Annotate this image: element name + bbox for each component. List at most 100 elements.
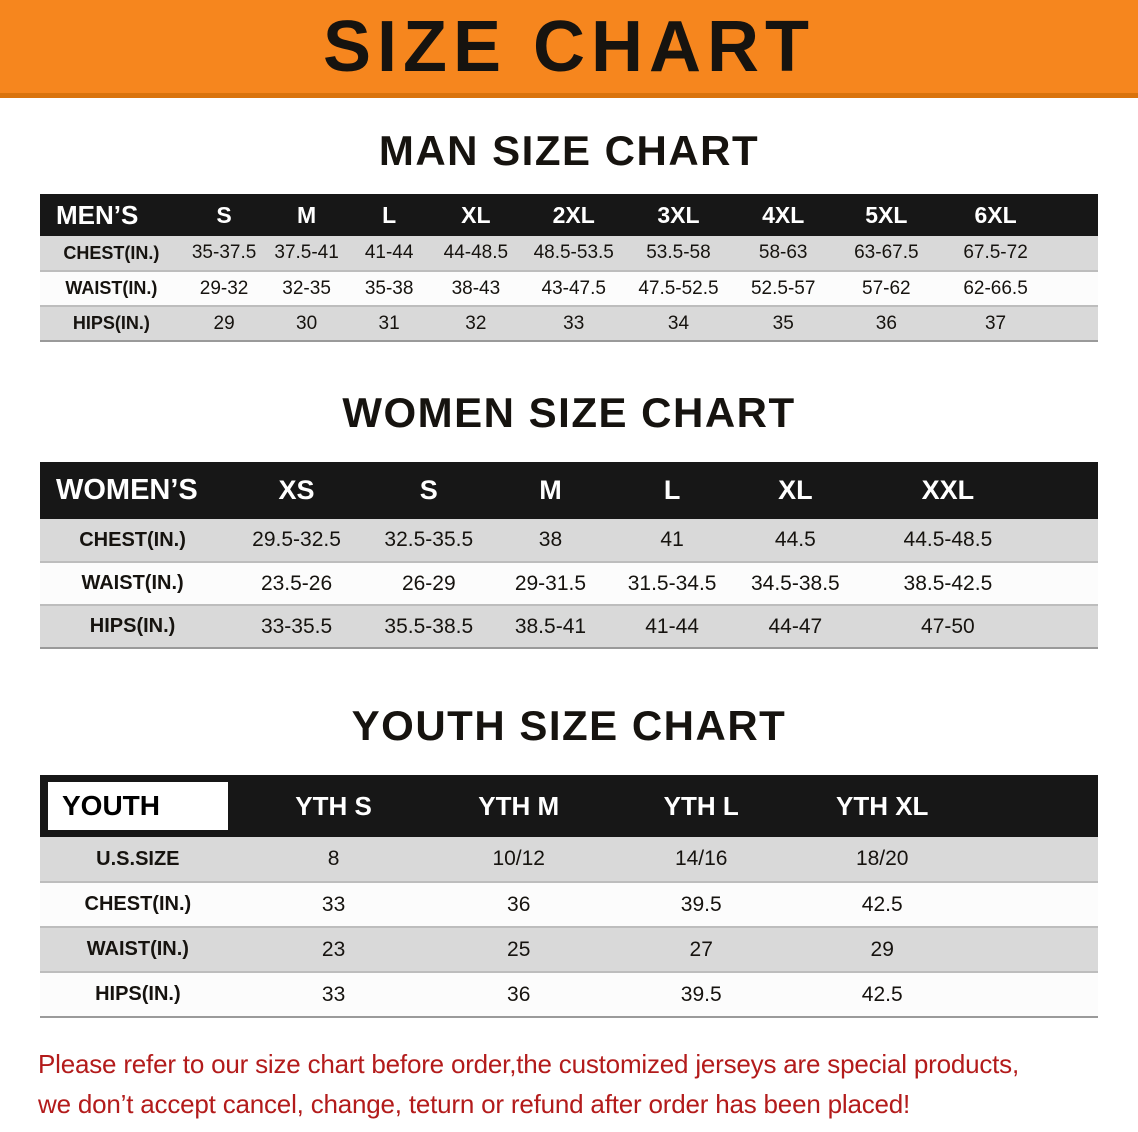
women-section-heading: WOMEN SIZE CHART: [342, 389, 796, 436]
table-cell: 41-44: [347, 236, 431, 271]
table-cell: 62-66.5: [937, 271, 1098, 306]
row-label: WAIST(IN.): [40, 271, 183, 306]
table-cell: 41-44: [611, 605, 733, 648]
women-section: WOMEN SIZE CHART WOMEN’S XS S M L XL XXL…: [0, 392, 1138, 649]
table-cell: 44-47: [732, 605, 858, 648]
table-cell: 63-67.5: [835, 236, 938, 271]
size-col-header: XS: [225, 462, 368, 519]
size-col-header: YTH XL: [796, 775, 1098, 837]
table-cell: 25: [431, 927, 606, 972]
table-cell: 36: [431, 882, 606, 927]
row-label: CHEST(IN.): [40, 519, 226, 562]
row-label: HIPS(IN.): [40, 605, 226, 648]
table-cell: 38: [489, 519, 612, 562]
table-cell: 18/20: [796, 837, 1098, 882]
row-label: CHEST(IN.): [40, 236, 183, 271]
youth-waist-row: WAIST(IN.) 23 25 27 29: [40, 927, 1098, 972]
table-cell: 34.5-38.5: [732, 562, 858, 605]
size-col-header: L: [347, 194, 431, 236]
table-cell: 33: [235, 882, 432, 927]
size-col-header: S: [182, 194, 266, 236]
table-cell: 35: [730, 306, 836, 341]
table-cell: 42.5: [796, 972, 1098, 1017]
size-col-header: L: [611, 462, 733, 519]
table-cell: 23: [235, 927, 432, 972]
table-cell: 29.5-32.5: [225, 519, 368, 562]
table-cell: 41: [611, 519, 733, 562]
size-chart-banner: SIZE CHART: [0, 0, 1138, 98]
table-cell: 26-29: [367, 562, 490, 605]
table-cell: 47.5-52.5: [626, 271, 731, 306]
disclaimer: Please refer to our size chart before or…: [38, 1044, 1100, 1125]
youth-header-row: YOUTH YTH S YTH M YTH L YTH XL: [40, 775, 1098, 837]
size-col-header: M: [265, 194, 348, 236]
size-col-header: S: [367, 462, 490, 519]
size-col-header: 2XL: [521, 194, 627, 236]
men-chest-row: CHEST(IN.) 35-37.5 37.5-41 41-44 44-48.5…: [40, 236, 1098, 271]
men-hips-row: HIPS(IN.) 29 30 31 32 33 34 35 36 37: [40, 306, 1098, 341]
table-cell: 39.5: [606, 972, 797, 1017]
table-cell: 53.5-58: [626, 236, 731, 271]
women-chest-row: CHEST(IN.) 29.5-32.5 32.5-35.5 38 41 44.…: [40, 519, 1098, 562]
table-cell: 31.5-34.5: [611, 562, 733, 605]
youth-section: YOUTH SIZE CHART YOUTH YTH S YTH M YTH L…: [0, 705, 1138, 1018]
women-hips-row: HIPS(IN.) 33-35.5 35.5-38.5 38.5-41 41-4…: [40, 605, 1098, 648]
men-section-heading: MAN SIZE CHART: [378, 127, 760, 174]
table-cell: 32-35: [265, 271, 348, 306]
table-cell: 10/12: [431, 837, 606, 882]
table-cell: 57-62: [835, 271, 938, 306]
size-col-header: YTH L: [606, 775, 797, 837]
row-label: WAIST(IN.): [40, 562, 226, 605]
men-section: MAN SIZE CHART MEN’S S M L XL 2XL 3XL 4X…: [0, 130, 1138, 342]
row-label: CHEST(IN.): [40, 882, 236, 927]
size-col-header: 5XL: [835, 194, 938, 236]
table-cell: 23.5-26: [225, 562, 368, 605]
table-cell: 37.5-41: [265, 236, 348, 271]
youth-ussize-row: U.S.SIZE 8 10/12 14/16 18/20: [40, 837, 1098, 882]
row-label: WAIST(IN.): [40, 927, 236, 972]
table-cell: 38.5-42.5: [857, 562, 1098, 605]
table-cell: 29-31.5: [489, 562, 612, 605]
table-cell: 37: [937, 306, 1098, 341]
table-cell: 33: [521, 306, 627, 341]
table-cell: 58-63: [730, 236, 836, 271]
women-header-row: WOMEN’S XS S M L XL XXL: [40, 462, 1098, 519]
men-waist-row: WAIST(IN.) 29-32 32-35 35-38 38-43 43-47…: [40, 271, 1098, 306]
size-col-header: XL: [732, 462, 858, 519]
table-cell: 35-37.5: [182, 236, 266, 271]
table-cell: 47-50: [857, 605, 1098, 648]
table-cell: 33: [235, 972, 432, 1017]
table-cell: 8: [235, 837, 432, 882]
table-cell: 36: [431, 972, 606, 1017]
table-cell: 35-38: [347, 271, 431, 306]
table-cell: 39.5: [606, 882, 797, 927]
size-col-header: 4XL: [730, 194, 836, 236]
men-header-row: MEN’S S M L XL 2XL 3XL 4XL 5XL 6XL: [40, 194, 1098, 236]
size-col-header: M: [489, 462, 612, 519]
table-cell: 36: [835, 306, 938, 341]
row-label: HIPS(IN.): [40, 972, 236, 1017]
size-col-header: XXL: [857, 462, 1098, 519]
table-cell: 35.5-38.5: [367, 605, 490, 648]
men-size-table: MEN’S S M L XL 2XL 3XL 4XL 5XL 6XL CHEST…: [40, 194, 1098, 342]
size-col-header: 3XL: [626, 194, 731, 236]
women-waist-row: WAIST(IN.) 23.5-26 26-29 29-31.5 31.5-34…: [40, 562, 1098, 605]
youth-size-table: YOUTH YTH S YTH M YTH L YTH XL U.S.SIZE …: [40, 775, 1098, 1018]
table-cell: 29: [182, 306, 266, 341]
youth-table-label: YOUTH: [40, 775, 236, 837]
table-cell: 44.5: [732, 519, 858, 562]
table-cell: 14/16: [606, 837, 797, 882]
table-cell: 33-35.5: [225, 605, 368, 648]
table-cell: 38-43: [430, 271, 522, 306]
women-table-label: WOMEN’S: [40, 462, 226, 519]
row-label: U.S.SIZE: [40, 837, 236, 882]
table-cell: 44-48.5: [430, 236, 522, 271]
table-cell: 67.5-72: [937, 236, 1098, 271]
disclaimer-line-2: we don’t accept cancel, change, teturn o…: [38, 1089, 911, 1120]
table-cell: 34: [626, 306, 731, 341]
row-label: HIPS(IN.): [40, 306, 183, 341]
table-cell: 30: [265, 306, 348, 341]
size-col-header: YTH M: [431, 775, 606, 837]
page-title: SIZE CHART: [323, 6, 815, 87]
youth-section-heading: YOUTH SIZE CHART: [351, 702, 787, 749]
